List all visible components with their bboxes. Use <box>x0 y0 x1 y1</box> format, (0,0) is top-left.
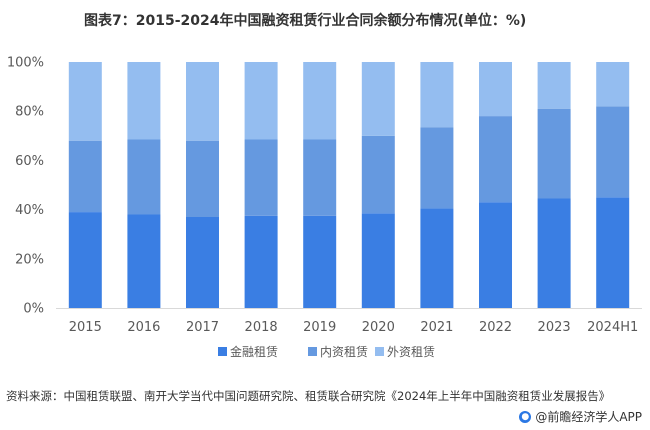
legend-label: 内资租赁 <box>320 345 368 359</box>
x-tick-label: 2022 <box>479 320 512 335</box>
bar-2021-series-1 <box>420 127 454 209</box>
legend-swatch <box>375 347 384 356</box>
y-tick-label: 0% <box>23 302 44 317</box>
bar-2019-series-2 <box>303 62 337 140</box>
x-tick-label: 2020 <box>362 320 395 335</box>
x-tick-label: 2018 <box>245 320 278 335</box>
bar-2017-series-1 <box>186 140 219 217</box>
x-tick-label: 2021 <box>420 320 453 335</box>
bar-2023-series-2 <box>537 62 571 109</box>
legend-swatch <box>308 347 317 356</box>
y-tick-label: 40% <box>15 203 44 218</box>
x-tick-label: 2023 <box>538 320 571 335</box>
bar-2021-series-0 <box>420 208 454 308</box>
bar-2017-series-0 <box>186 217 219 308</box>
x-tick-label: 2016 <box>127 320 160 335</box>
bar-2019-series-0 <box>303 215 337 309</box>
bar-2024H1-series-0 <box>596 197 630 308</box>
bar-2018-series-1 <box>244 139 278 216</box>
y-tick-label: 80% <box>15 105 44 120</box>
brand-logo-icon: ● <box>519 410 532 423</box>
chart-title: 图表7：2015-2024年中国融资租赁行业合同余额分布情况(单位：%) <box>84 13 527 29</box>
x-tick-label: 2019 <box>303 320 336 335</box>
bar-2015-series-0 <box>68 212 102 308</box>
bar-2022-series-2 <box>479 62 512 117</box>
bar-2021-series-2 <box>420 62 454 128</box>
bar-2016-series-2 <box>127 62 161 140</box>
bar-2020-series-2 <box>361 62 395 136</box>
bar-2015-series-1 <box>68 140 102 212</box>
bar-2019-series-1 <box>303 139 337 216</box>
bar-2018-series-0 <box>244 215 278 309</box>
bar-2022-series-1 <box>479 116 512 203</box>
y-axis: 0% 20% 40% 60% 80% 100% <box>7 56 44 317</box>
bar-2015-series-2 <box>68 62 102 141</box>
source-note: 资料来源：中国租赁联盟、南开大学当代中国问题研究院、租赁联合研究院《2024年上… <box>6 389 611 403</box>
bar-2024H1-series-1 <box>596 106 630 198</box>
bars-layer <box>68 62 630 309</box>
bar-2016-series-1 <box>127 139 161 215</box>
bar-2022-series-0 <box>479 202 512 308</box>
legend-label: 外资租赁 <box>387 345 435 359</box>
x-axis: 2015 2016 2017 2018 2019 2020 2021 2022 2023 2024… <box>56 308 642 335</box>
bar-2020-series-0 <box>361 213 395 308</box>
x-tick-label: 2017 <box>186 320 219 335</box>
bar-2023-series-1 <box>537 108 571 199</box>
y-tick-label: 20% <box>15 252 44 267</box>
brand-credit: ● @前瞻经济学人APP <box>519 408 642 425</box>
brand-text: @前瞻经济学人APP <box>535 410 642 424</box>
bar-2016-series-0 <box>127 214 161 308</box>
legend-label: 金融租赁 <box>230 344 278 359</box>
y-tick-label: 100% <box>7 56 44 71</box>
stacked-bar-chart: 0%20%40%60%80%100% 2015 2016 2017 2018 2019 2… <box>7 56 642 359</box>
legend-swatch <box>218 347 227 356</box>
legend: 金融租赁 内资租赁 外资租赁 <box>218 344 435 359</box>
bar-2023-series-0 <box>537 198 571 308</box>
y-tick-label: 60% <box>15 154 44 169</box>
bar-2024H1-series-2 <box>596 62 630 107</box>
x-tick-label: 2015 <box>69 320 102 335</box>
bar-2020-series-1 <box>361 135 395 214</box>
x-tick-label: 2024H1 <box>587 320 638 335</box>
bar-2018-series-2 <box>244 62 278 140</box>
bar-2017-series-2 <box>186 62 219 141</box>
